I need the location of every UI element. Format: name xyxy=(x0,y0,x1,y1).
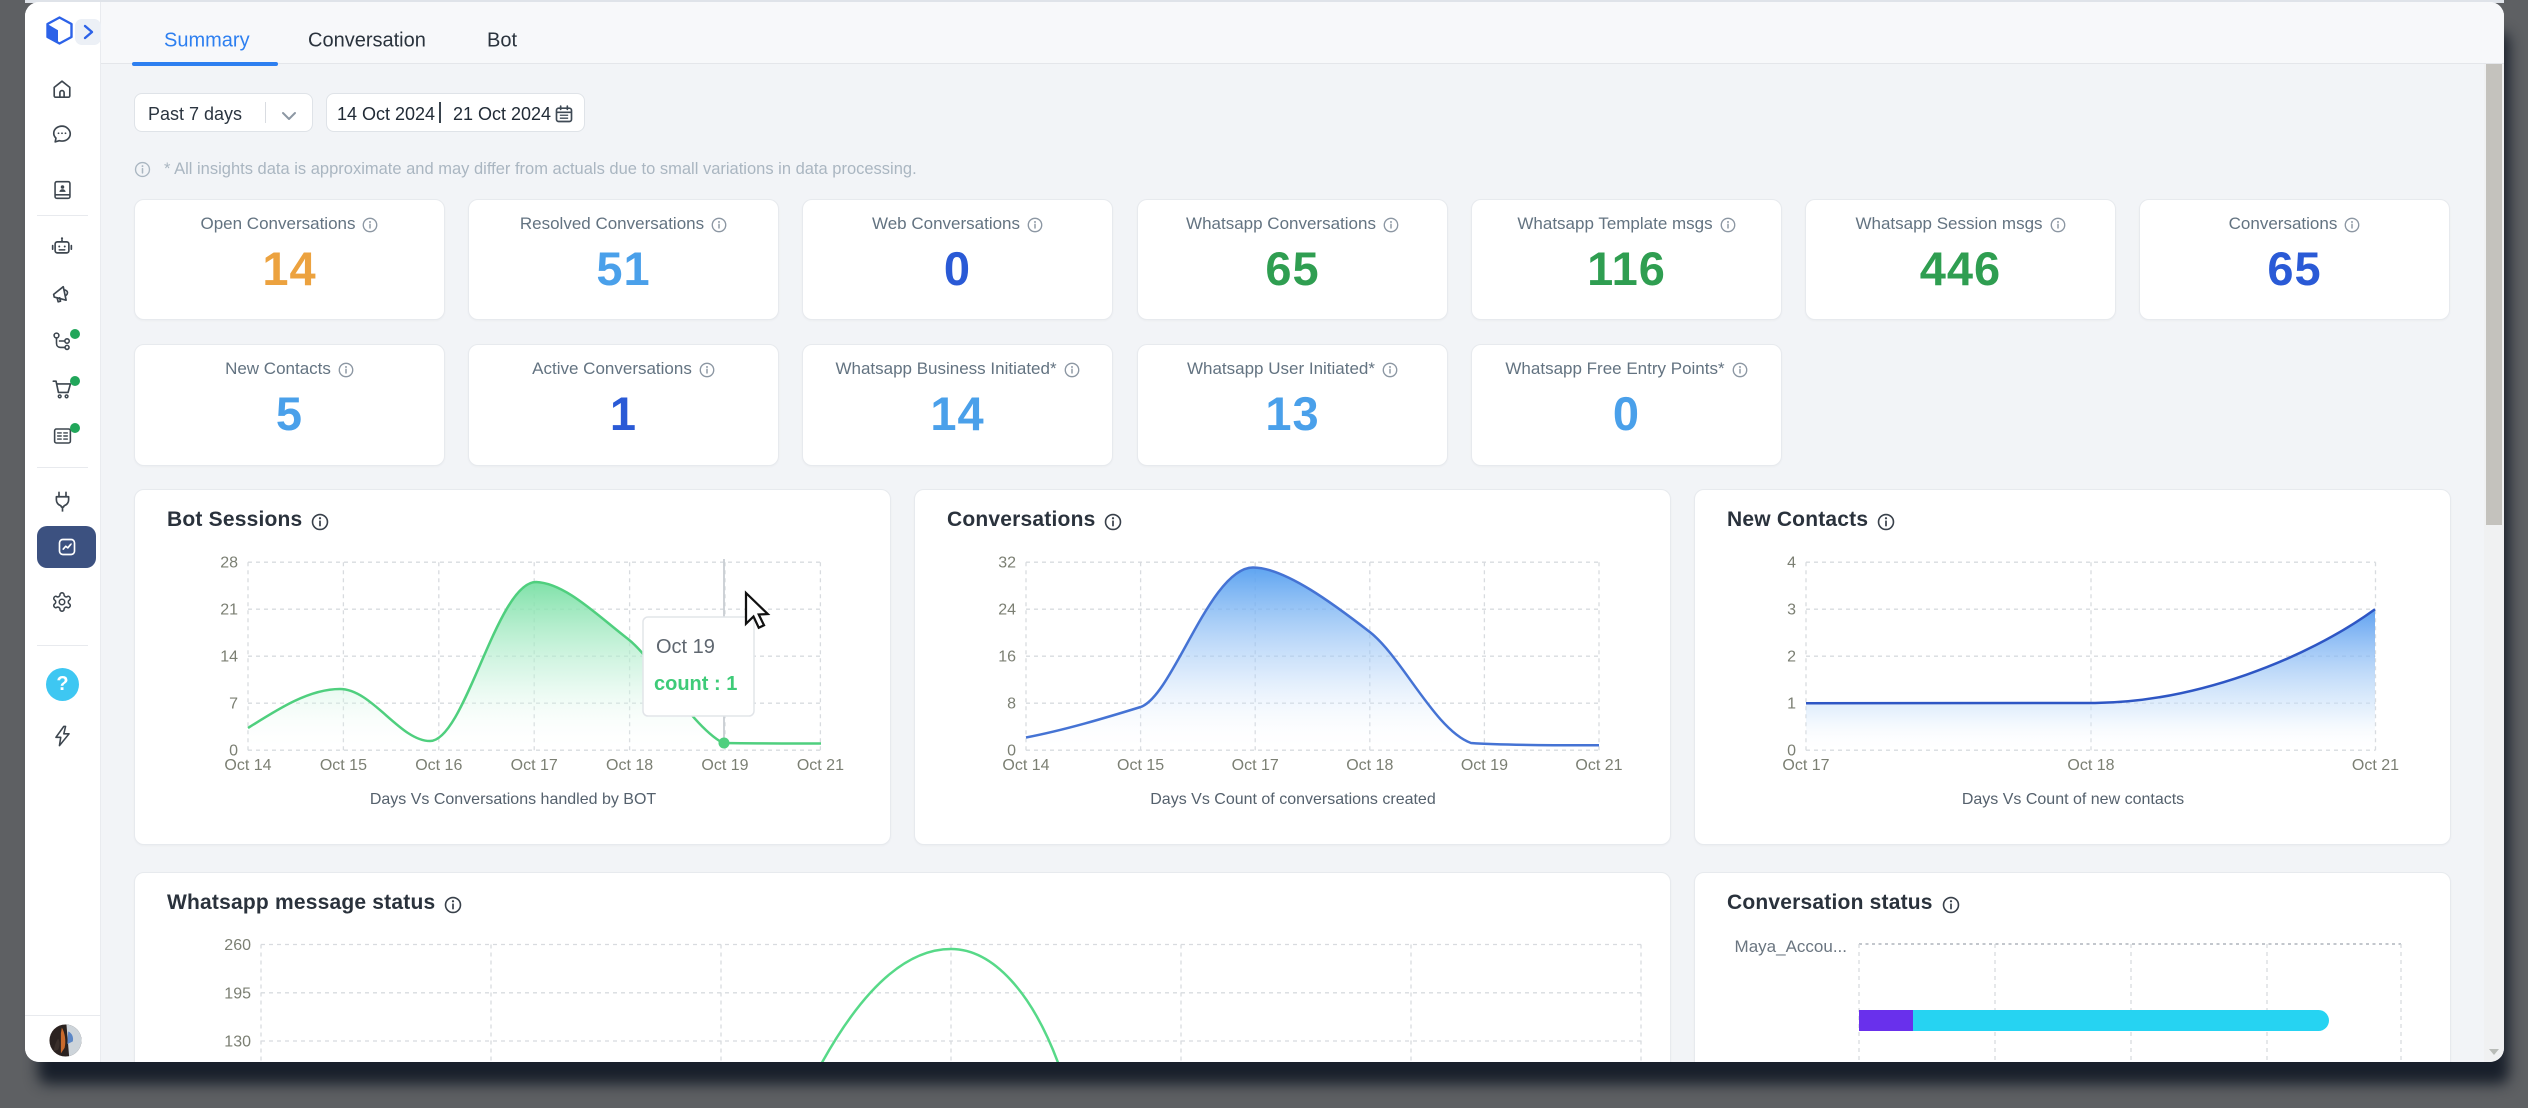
svg-text:Oct 18: Oct 18 xyxy=(606,757,653,774)
svg-text:Oct 18: Oct 18 xyxy=(2067,757,2114,774)
svg-text:4: 4 xyxy=(1787,555,1796,572)
svg-text:14: 14 xyxy=(220,649,238,666)
svg-text:Oct 16: Oct 16 xyxy=(415,757,462,774)
svg-text:Oct 21: Oct 21 xyxy=(1575,757,1622,774)
svg-text:28: 28 xyxy=(220,555,238,572)
svg-text:Days Vs Conversations handled: Days Vs Conversations handled by BOT xyxy=(370,791,657,808)
svg-text:2: 2 xyxy=(1787,649,1796,666)
svg-text:Oct 18: Oct 18 xyxy=(1346,757,1393,774)
svg-text:Oct 14: Oct 14 xyxy=(224,757,271,774)
svg-text:3: 3 xyxy=(1787,602,1796,619)
svg-text:16: 16 xyxy=(998,649,1016,666)
svg-text:Oct 19: Oct 19 xyxy=(656,636,715,658)
svg-text:0: 0 xyxy=(1007,743,1016,760)
svg-text:Oct 21: Oct 21 xyxy=(797,757,844,774)
svg-text:7: 7 xyxy=(229,696,238,713)
svg-text:260: 260 xyxy=(224,937,251,954)
svg-text:Oct 21: Oct 21 xyxy=(2352,757,2399,774)
svg-text:Oct 17: Oct 17 xyxy=(1782,757,1829,774)
svg-text:Maya_Accou...: Maya_Accou... xyxy=(1735,937,1847,956)
svg-text:Oct 19: Oct 19 xyxy=(1461,757,1508,774)
svg-text:0: 0 xyxy=(1787,743,1796,760)
svg-text:21: 21 xyxy=(220,602,238,619)
svg-text:24: 24 xyxy=(998,602,1016,619)
svg-text:Days Vs Count of conversations: Days Vs Count of conversations created xyxy=(1150,791,1435,808)
svg-text:Oct 17: Oct 17 xyxy=(1232,757,1279,774)
svg-text:195: 195 xyxy=(224,985,251,1002)
svg-text:Oct 19: Oct 19 xyxy=(701,757,748,774)
svg-text:Oct 17: Oct 17 xyxy=(511,757,558,774)
svg-text:8: 8 xyxy=(1007,696,1016,713)
svg-text:count : 1: count : 1 xyxy=(654,673,737,695)
svg-text:130: 130 xyxy=(224,1034,251,1051)
svg-text:0: 0 xyxy=(229,743,238,760)
svg-text:Oct 15: Oct 15 xyxy=(320,757,367,774)
svg-text:32: 32 xyxy=(998,555,1016,572)
svg-text:Days Vs Count of new contacts: Days Vs Count of new contacts xyxy=(1962,791,2184,808)
svg-text:Oct 15: Oct 15 xyxy=(1117,757,1164,774)
svg-text:1: 1 xyxy=(1787,696,1796,713)
svg-text:Oct 14: Oct 14 xyxy=(1002,757,1049,774)
